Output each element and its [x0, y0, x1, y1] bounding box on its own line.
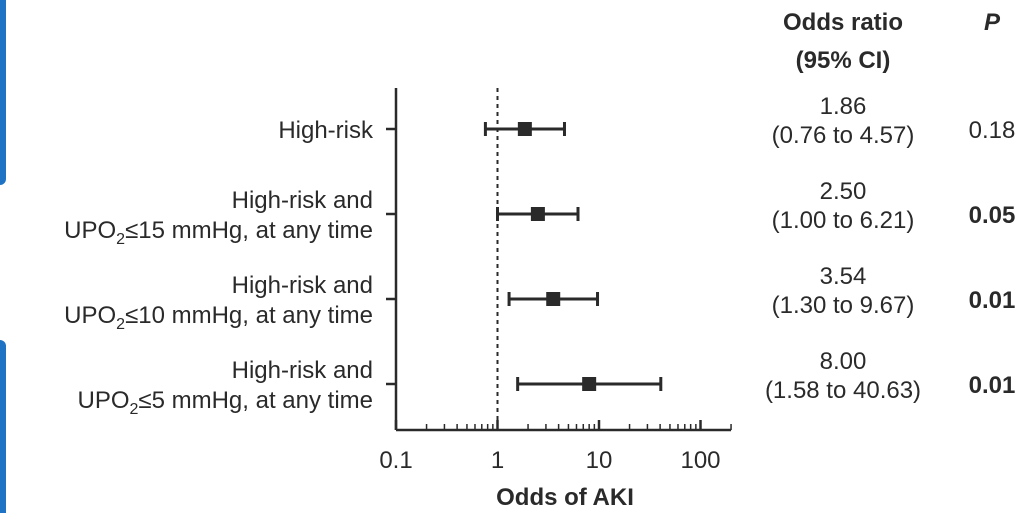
row-label-line1: High-risk and [232, 357, 373, 384]
x-tick-label: 0.1 [379, 447, 412, 474]
x-tick-label: 100 [680, 447, 720, 474]
or-value: 8.00 [820, 348, 867, 375]
left-border-top [0, 0, 6, 185]
plot-marks [483, 122, 663, 391]
p-header: P [984, 9, 1001, 36]
or-header-line1: Odds ratio [783, 9, 903, 36]
or-header-line2: (95% CI) [796, 47, 891, 74]
results-table: Odds ratio (95% CI) P 1.86(0.76 to 4.57)… [765, 9, 1015, 404]
ci-value: (1.00 to 6.21) [772, 207, 915, 234]
row-label-line1: High-risk and [232, 187, 373, 214]
p-value: 0.01 [969, 372, 1016, 399]
row-label: High-risk [278, 117, 374, 144]
odds-ratio-point [517, 122, 532, 136]
p-value: 0.01 [969, 287, 1016, 314]
row-label-line2: UPO2≤15 mmHg, at any time [64, 217, 373, 248]
row-labels: High-risk High-risk and UPO2≤15 mmHg, at a… [64, 117, 374, 418]
x-axis-label: Odds of AKI [496, 484, 634, 511]
x-tick-label: 10 [586, 447, 613, 474]
p-value: 0.18 [969, 117, 1016, 144]
odds-ratio-point [546, 292, 561, 306]
ci-value: (0.76 to 4.57) [772, 122, 915, 149]
row-label-line2: UPO2≤10 mmHg, at any time [64, 302, 373, 333]
odds-ratio-point [582, 377, 597, 391]
or-value: 3.54 [820, 263, 867, 290]
odds-ratio-point [530, 207, 545, 221]
row-label-line1: High-risk and [232, 272, 373, 299]
p-value: 0.05 [969, 202, 1016, 229]
ci-value: (1.58 to 40.63) [765, 377, 921, 404]
left-border-bottom [0, 340, 6, 513]
or-value: 1.86 [820, 93, 867, 120]
plot-axes: 0.1 1 10 100 [379, 88, 732, 474]
ci-value: (1.30 to 9.67) [772, 292, 915, 319]
x-tick-label: 1 [491, 447, 504, 474]
row-label-line2: UPO2≤5 mmHg, at any time [78, 387, 374, 418]
or-value: 2.50 [820, 178, 867, 205]
